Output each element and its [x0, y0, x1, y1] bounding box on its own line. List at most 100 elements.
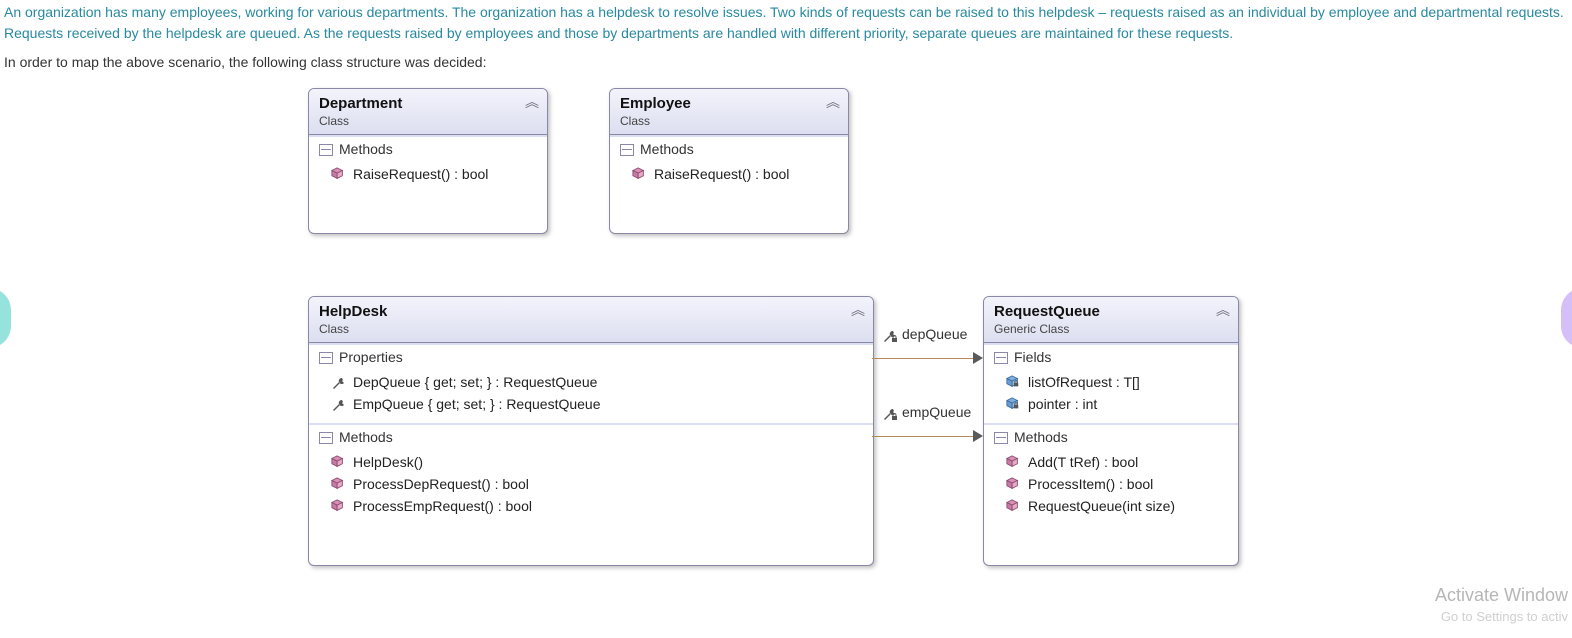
member-row: listOfRequest : T[] [1006, 371, 1228, 393]
windows-activation-watermark-sub: Go to Settings to activ [1441, 609, 1568, 624]
section-toggle-icon [994, 432, 1008, 444]
member-text: DepQueue { get; set; } : RequestQueue [353, 374, 597, 390]
member-row: HelpDesk() [331, 451, 863, 473]
class-section: Fields listOfRequest : T[] pointer : int [984, 343, 1238, 423]
page-edge-decoration-left [0, 288, 11, 348]
association-label-text: depQueue [902, 326, 967, 342]
section-toggle-icon [319, 432, 333, 444]
member-row: pointer : int [1006, 393, 1228, 415]
class-box-header: HelpDesk Class ︽ [309, 297, 873, 343]
class-box-header: Department Class ︽ [309, 89, 547, 135]
prop-icon [331, 375, 345, 389]
method-icon [331, 477, 345, 491]
method-icon [331, 499, 345, 513]
section-toggle-icon [319, 144, 333, 156]
class-section: Methods HelpDesk() ProcessDepRequest() : b… [309, 423, 873, 525]
class-box-helpdesk: HelpDesk Class ︽ Properties DepQueue { get; … [308, 296, 874, 566]
member-text: RaiseRequest() : bool [654, 166, 789, 182]
section-label: Methods [339, 429, 393, 445]
member-text: listOfRequest : T[] [1028, 374, 1140, 390]
intro-paragraph-2: In order to map the above scenario, the … [4, 54, 1568, 70]
association-icon [882, 406, 896, 420]
section-header[interactable]: Methods [610, 137, 848, 161]
association-arrow-head-icon [973, 352, 983, 364]
member-text: ProcessItem() : bool [1028, 476, 1153, 492]
association-arrow-line [872, 436, 973, 437]
member-row: RaiseRequest() : bool [632, 163, 838, 185]
association-arrow-head-icon [973, 430, 983, 442]
section-toggle-icon [994, 352, 1008, 364]
section-label: Fields [1014, 349, 1051, 365]
section-header[interactable]: Methods [984, 425, 1238, 449]
section-header[interactable]: Properties [309, 345, 873, 369]
method-icon [331, 455, 345, 469]
member-text: ProcessDepRequest() : bool [353, 476, 529, 492]
section-items: Add(T tRef) : bool ProcessItem() : bool Re… [984, 449, 1238, 525]
member-row: ProcessDepRequest() : bool [331, 473, 863, 495]
association-label-text: empQueue [902, 404, 971, 420]
collapse-chevron-icon[interactable]: ︽ [851, 303, 863, 317]
method-icon [1006, 477, 1020, 491]
section-header[interactable]: Methods [309, 425, 873, 449]
class-section: Methods Add(T tRef) : bool ProcessItem() :… [984, 423, 1238, 525]
association-icon [882, 328, 896, 342]
class-box-header: EmployeeClass︽ [610, 89, 848, 135]
class-title: HelpDesk [319, 303, 863, 320]
association-arrow-line [872, 358, 973, 359]
member-text: RequestQueue(int size) [1028, 498, 1175, 514]
section-toggle-icon [620, 144, 634, 156]
field-icon [1006, 375, 1020, 389]
page-edge-decoration-right [1561, 288, 1572, 348]
section-toggle-icon [319, 352, 333, 364]
method-icon [1006, 499, 1020, 513]
intro-paragraph-1: An organization has many employees, work… [4, 2, 1568, 44]
class-box-employee: EmployeeClass︽ Methods RaiseRequest() : bo… [609, 88, 849, 234]
member-text: pointer : int [1028, 396, 1097, 412]
class-title: Department [319, 95, 537, 112]
class-box-requestqueue: RequestQueueGeneric Class︽ Fields listOfRe… [983, 296, 1239, 566]
method-icon [1006, 455, 1020, 469]
prop-icon [331, 397, 345, 411]
section-label: Methods [1014, 429, 1068, 445]
method-icon [632, 167, 646, 181]
member-row: RaiseRequest() : bool [331, 163, 537, 185]
member-row: ProcessItem() : bool [1006, 473, 1228, 495]
class-title: Employee [620, 95, 838, 112]
member-text: RaiseRequest() : bool [353, 166, 488, 182]
collapse-chevron-icon[interactable]: ︽ [525, 95, 537, 109]
association-label: empQueue [882, 404, 971, 420]
section-header[interactable]: Methods [309, 137, 547, 161]
section-label: Methods [339, 141, 393, 157]
member-row: EmpQueue { get; set; } : RequestQueue [331, 393, 863, 415]
member-row: Add(T tRef) : bool [1006, 451, 1228, 473]
section-label: Methods [640, 141, 694, 157]
section-items: HelpDesk() ProcessDepRequest() : bool Proc… [309, 449, 873, 525]
windows-activation-watermark: Activate Window [1435, 585, 1568, 606]
section-items: listOfRequest : T[] pointer : int [984, 369, 1238, 423]
section-items: RaiseRequest() : bool [610, 161, 848, 193]
association-label: depQueue [882, 326, 967, 342]
member-row: RequestQueue(int size) [1006, 495, 1228, 517]
class-title: RequestQueue [994, 303, 1228, 320]
section-items: DepQueue { get; set; } : RequestQueue Emp… [309, 369, 873, 423]
class-subtitle: Class [319, 322, 863, 336]
member-row: ProcessEmpRequest() : bool [331, 495, 863, 517]
class-section: Methods RaiseRequest() : bool [309, 135, 547, 193]
section-label: Properties [339, 349, 403, 365]
collapse-chevron-icon[interactable]: ︽ [826, 95, 838, 109]
class-section: Methods RaiseRequest() : bool [610, 135, 848, 193]
diagram-canvas: Department Class ︽ Methods RaiseRequest() : … [0, 88, 1572, 608]
member-row: DepQueue { get; set; } : RequestQueue [331, 371, 863, 393]
section-header[interactable]: Fields [984, 345, 1238, 369]
member-text: Add(T tRef) : bool [1028, 454, 1138, 470]
class-box-header: RequestQueueGeneric Class︽ [984, 297, 1238, 343]
member-text: ProcessEmpRequest() : bool [353, 498, 532, 514]
section-items: RaiseRequest() : bool [309, 161, 547, 193]
method-icon [331, 167, 345, 181]
collapse-chevron-icon[interactable]: ︽ [1216, 303, 1228, 317]
class-subtitle: Class [319, 114, 537, 128]
class-box-department: Department Class ︽ Methods RaiseRequest() : … [308, 88, 548, 234]
field-icon [1006, 397, 1020, 411]
member-text: EmpQueue { get; set; } : RequestQueue [353, 396, 601, 412]
class-section: Properties DepQueue { get; set; } : Reque… [309, 343, 873, 423]
